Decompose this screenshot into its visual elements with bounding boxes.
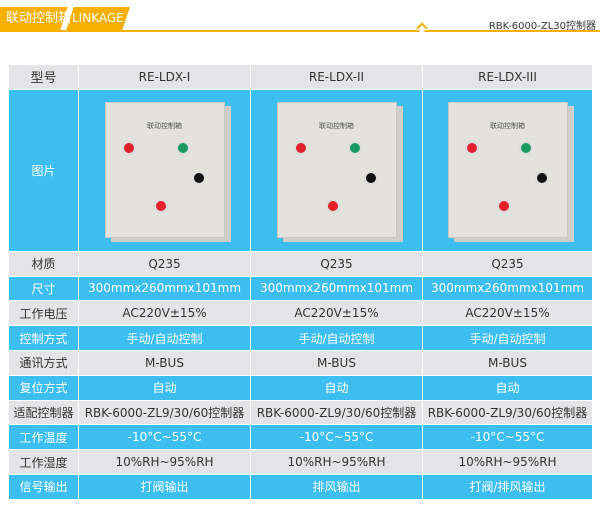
model-name: RE-LDX-III (422, 64, 593, 90)
row-label: 尺寸 (8, 275, 79, 302)
model-name: RE-LDX-II (250, 64, 423, 90)
box-label: 联动控制箱 (147, 122, 182, 131)
cell-value: AC220V±15% (422, 300, 593, 327)
table-row: 复位方式 自动 自动 自动 (8, 374, 593, 401)
table-row: 控制方式 手动/自动控制 手动/自动控制 手动/自动控制 (8, 325, 593, 351)
product-image: 联动控制箱 (276, 102, 397, 239)
box-label: 联动控制箱 (319, 122, 354, 131)
table-row: 工作温度 -10°C~55°C -10°C~55°C -10°C~55°C (8, 424, 593, 451)
header-underline (0, 30, 600, 32)
row-label: 适配控制器 (8, 399, 79, 426)
section-title-en: LINKAGE (72, 11, 124, 25)
cell-value: M-BUS (422, 349, 593, 376)
cell-value: AC220V±15% (78, 300, 251, 327)
cell-value: 手动/自动控制 (78, 325, 251, 351)
cell-value: 10%RH~95%RH (422, 449, 593, 475)
cell-value: 10%RH~95%RH (78, 449, 251, 475)
cell-value: 300mmx260mmx101mm (250, 275, 423, 302)
cell-value: 300mmx260mmx101mm (422, 275, 593, 302)
section-title-cn: 联动控制箱 (6, 11, 72, 26)
row-label: 复位方式 (8, 374, 79, 401)
cell-value: 打阀/排风输出 (422, 473, 593, 500)
row-label: 图片 (8, 88, 79, 252)
cell-value: Q235 (422, 250, 593, 277)
cell-value: RBK-6000-ZL9/30/60控制器 (422, 399, 593, 426)
row-label: 控制方式 (8, 325, 79, 351)
cell-value: AC220V±15% (250, 300, 423, 327)
model-name: RE-LDX-I (78, 64, 251, 90)
table-row: 材质 Q235 Q235 Q235 (8, 250, 593, 277)
cell-value: -10°C~55°C (250, 424, 423, 451)
section-tag: 联动控制箱 LINKAGE (0, 7, 130, 30)
cell-value: 300mmx260mmx101mm (78, 275, 251, 302)
table-row: 信号输出 打阀输出 排风输出 打阀/排风输出 (8, 473, 593, 500)
cell-value: Q235 (78, 250, 251, 277)
cell-value: RBK-6000-ZL9/30/60控制器 (78, 399, 251, 426)
row-label: 材质 (8, 250, 79, 277)
table-row: 适配控制器 RBK-6000-ZL9/30/60控制器 RBK-6000-ZL9/3… (8, 399, 593, 426)
cell-value: 自动 (250, 374, 423, 401)
box-label: 联动控制箱 (490, 122, 525, 131)
table-row: 通讯方式 M-BUS M-BUS M-BUS (8, 349, 593, 376)
cell-value: RBK-6000-ZL9/30/60控制器 (250, 399, 423, 426)
table-row: 工作电压 AC220V±15% AC220V±15% AC220V±15% (8, 300, 593, 327)
cell-value: M-BUS (250, 349, 423, 376)
cell-value: 自动 (422, 374, 593, 401)
cell-value: M-BUS (78, 349, 251, 376)
section-header: 联动控制箱 LINKAGE RBK-6000-ZL30控制器 (0, 7, 600, 34)
cell-value: 自动 (78, 374, 251, 401)
cell-value: -10°C~55°C (78, 424, 251, 451)
row-label: 工作湿度 (8, 449, 79, 475)
cell-value: 排风输出 (250, 473, 423, 500)
section-subtitle: RBK-6000-ZL30控制器 (488, 21, 596, 32)
cell-value: -10°C~55°C (422, 424, 593, 451)
row-label: 通讯方式 (8, 349, 79, 376)
table-row: 工作湿度 10%RH~95%RH 10%RH~95%RH 10%RH~95%RH (8, 449, 593, 475)
cell-value: 10%RH~95%RH (250, 449, 423, 475)
row-label: 工作温度 (8, 424, 79, 451)
row-label: 信号输出 (8, 473, 79, 500)
product-image: 联动控制箱 (447, 102, 568, 239)
row-label: 工作电压 (8, 300, 79, 327)
cell-value: 手动/自动控制 (422, 325, 593, 351)
cell-value: Q235 (250, 250, 423, 277)
table-row: 尺寸 300mmx260mmx101mm 300mmx260mmx101mm 300m… (8, 275, 593, 302)
cell-value: 打阀输出 (78, 473, 251, 500)
spec-table: 型号 RE-LDX-I RE-LDX-II RE-LDX-III 图片 联动控制… (8, 64, 593, 500)
cell-value: 手动/自动控制 (250, 325, 423, 351)
product-image: 联动控制箱 (104, 102, 225, 239)
table-header-row: 型号 RE-LDX-I RE-LDX-II RE-LDX-III (8, 64, 593, 90)
image-row: 图片 联动控制箱 联动控制箱 联动控制箱 (8, 88, 593, 252)
row-label: 型号 (8, 64, 79, 90)
